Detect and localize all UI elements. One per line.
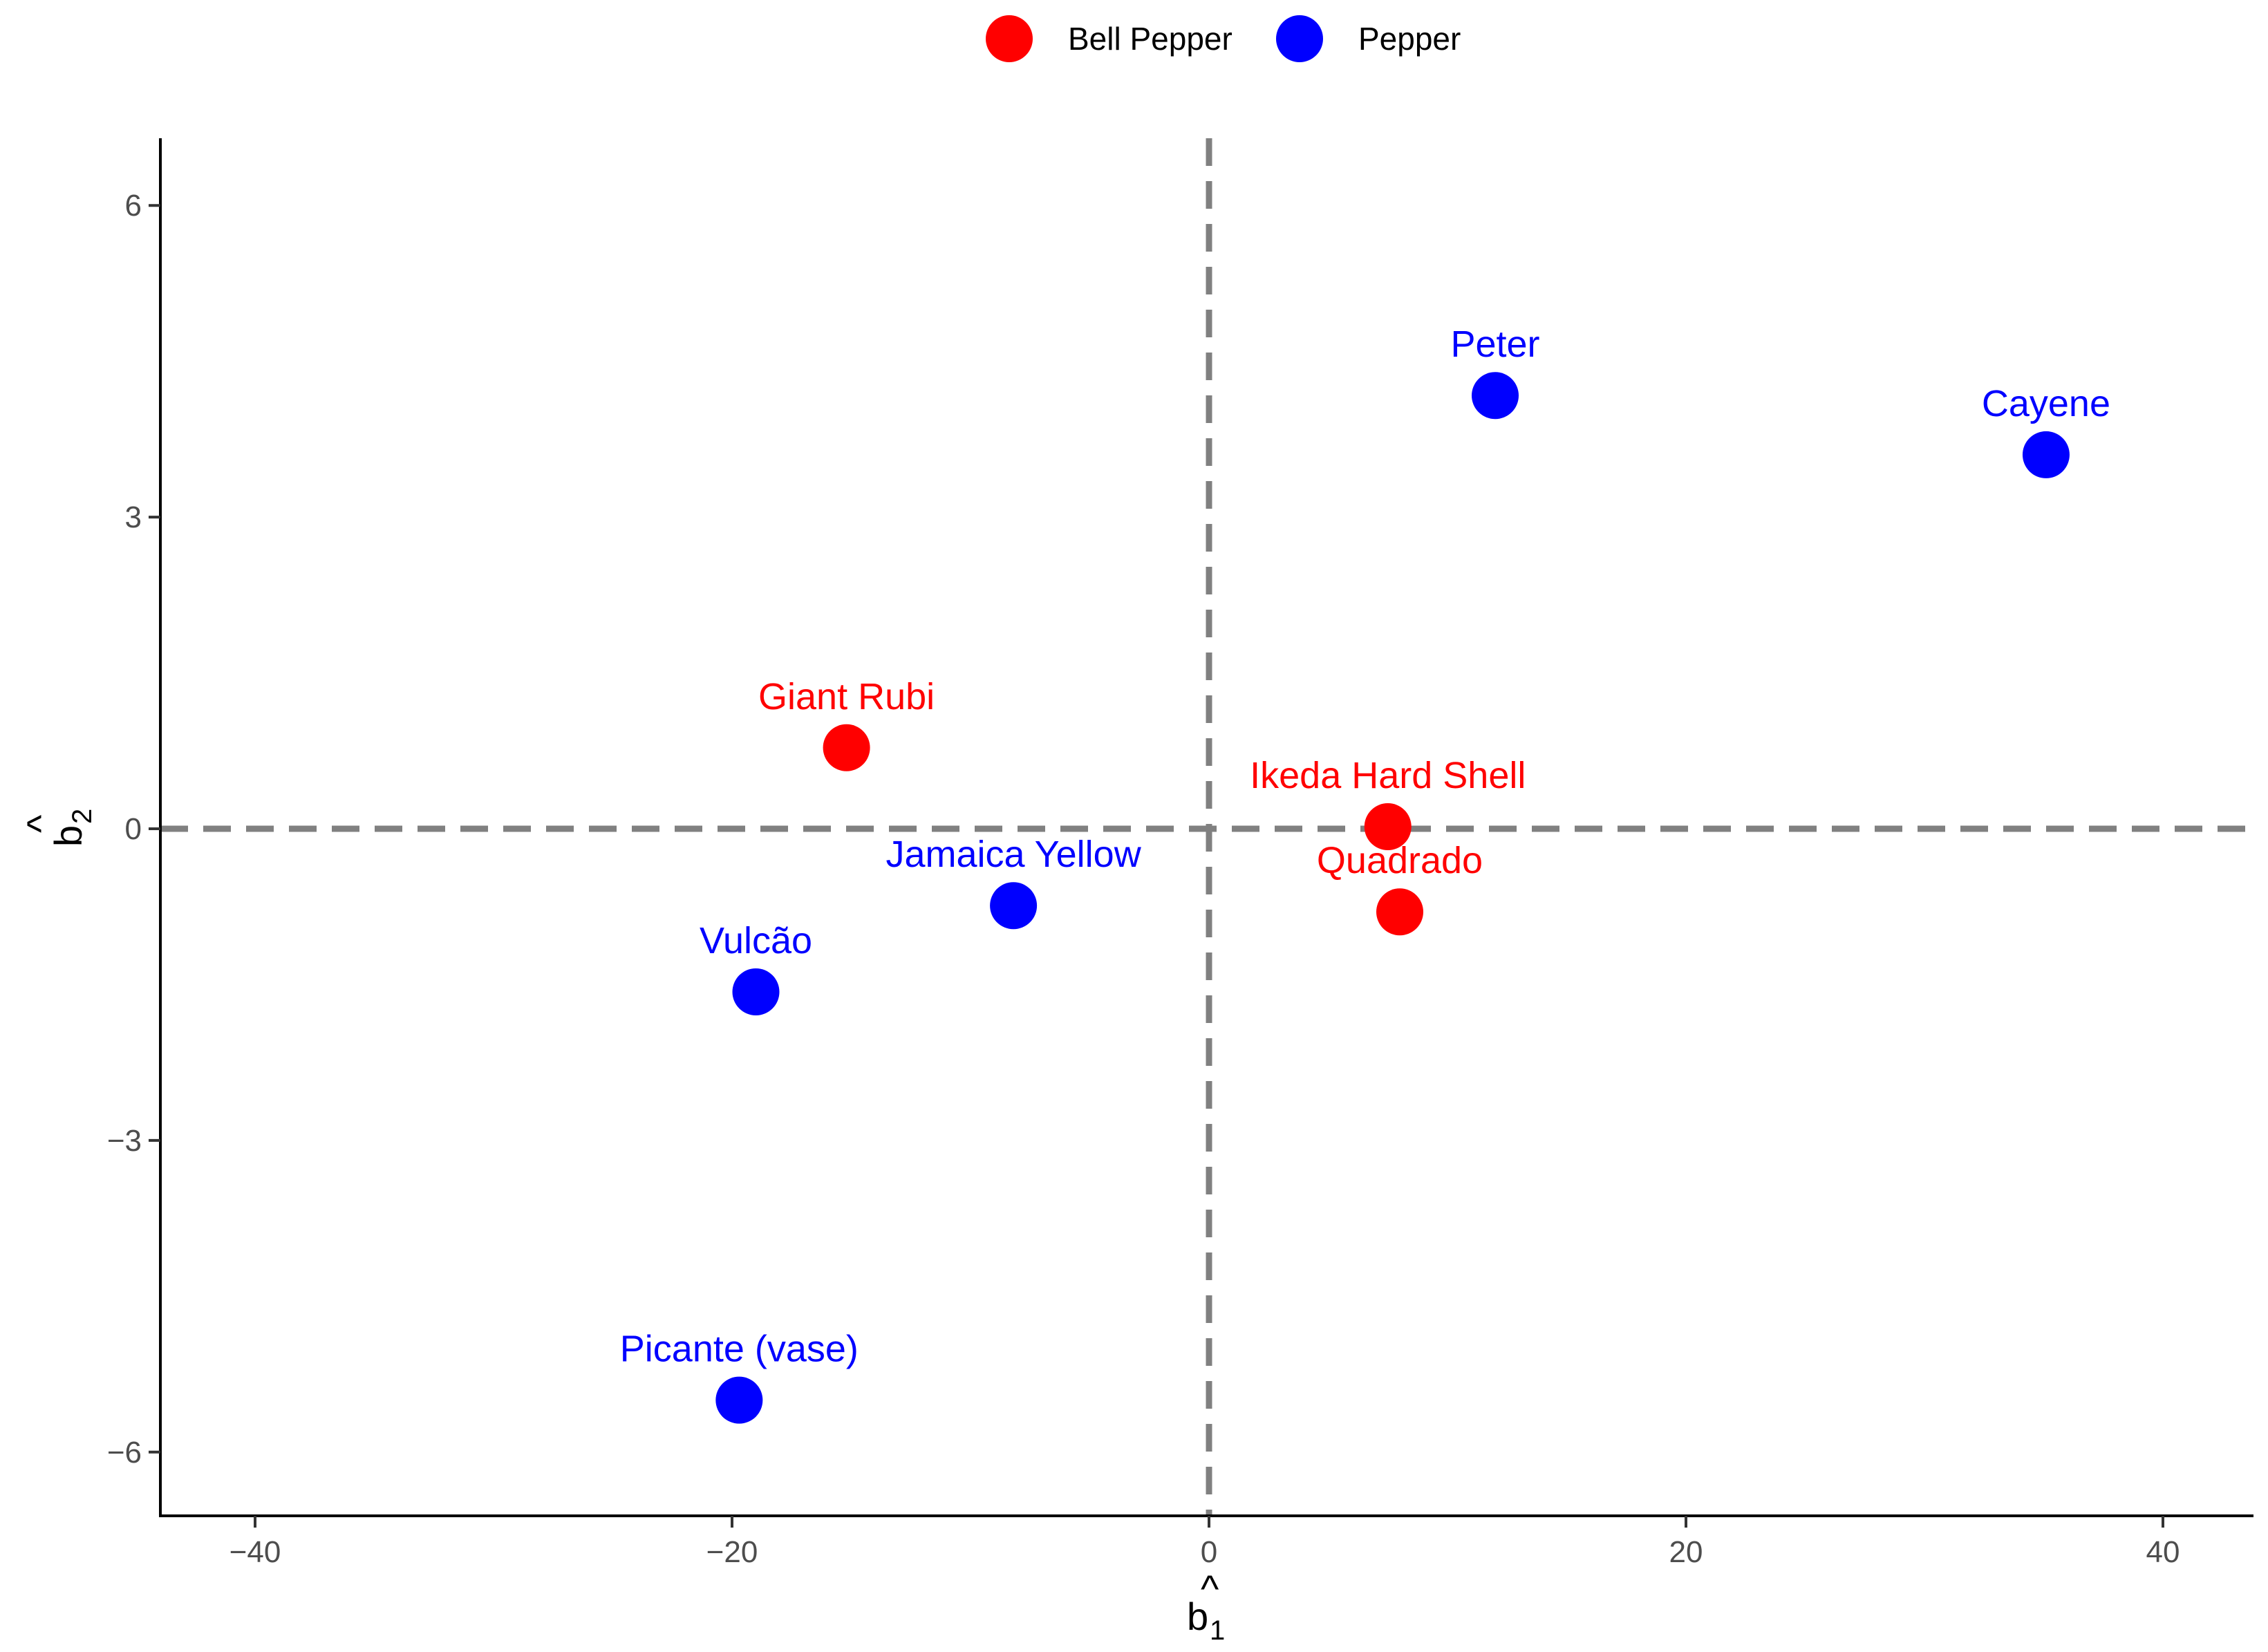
x-axis-title: ^ b 1 (1187, 1567, 1225, 1646)
y-tick-label: 0 (125, 812, 142, 846)
data-point (1364, 802, 1412, 850)
data-point (732, 968, 780, 1015)
x-tick-label: −20 (706, 1535, 758, 1569)
data-points: Giant Rubi Ikeda Hard Shell Quadrado Peter C… (620, 323, 2110, 1424)
data-point (990, 882, 1038, 930)
data-point (823, 724, 870, 771)
x-axis-ticks: −40 −20 0 20 40 (229, 1516, 2180, 1569)
y-tick-label: −3 (107, 1124, 142, 1158)
data-point-label: Giant Rubi (758, 676, 935, 717)
data-point-label: Cayene (1982, 383, 2110, 424)
y-axis-title-hat: ^ (19, 815, 62, 833)
x-tick-label: 0 (1201, 1535, 1217, 1569)
y-tick-label: −6 (107, 1436, 142, 1470)
legend-label-pepper: Pepper (1358, 21, 1461, 57)
x-axis-title-subscript: 1 (1210, 1615, 1225, 1646)
reference-lines (160, 138, 2253, 1516)
data-point (1472, 372, 1519, 420)
data-point-label: Vulcão (700, 920, 812, 961)
y-axis-ticks: −6 −3 0 3 6 (107, 189, 160, 1470)
x-tick-label: 40 (2146, 1535, 2180, 1569)
legend-label-bell-pepper: Bell Pepper (1068, 21, 1233, 57)
data-point-label: Jamaica Yellow (885, 834, 1141, 875)
data-point (715, 1376, 763, 1424)
y-tick-label: 3 (125, 500, 142, 534)
y-axis-title-letter: b (46, 825, 90, 847)
data-point (2022, 431, 2070, 478)
data-point (1376, 888, 1423, 936)
data-point-label: Peter (1450, 323, 1539, 365)
legend: Bell Pepper Pepper (986, 15, 1461, 62)
x-axis-title-hat: ^ (1201, 1567, 1219, 1611)
legend-marker-pepper (1276, 15, 1323, 62)
y-axis-title: ^ b 2 (19, 809, 97, 847)
y-tick-label: 6 (125, 189, 142, 223)
data-point-label: Ikeda Hard Shell (1250, 755, 1526, 796)
data-point-label: Picante (vase) (620, 1329, 859, 1370)
x-tick-label: −40 (229, 1535, 281, 1569)
data-point-label: Quadrado (1317, 840, 1483, 881)
legend-marker-bell-pepper (986, 15, 1033, 62)
x-tick-label: 20 (1669, 1535, 1703, 1569)
x-axis-title-letter: b (1187, 1595, 1208, 1638)
y-axis-title-subscript: 2 (67, 809, 97, 824)
